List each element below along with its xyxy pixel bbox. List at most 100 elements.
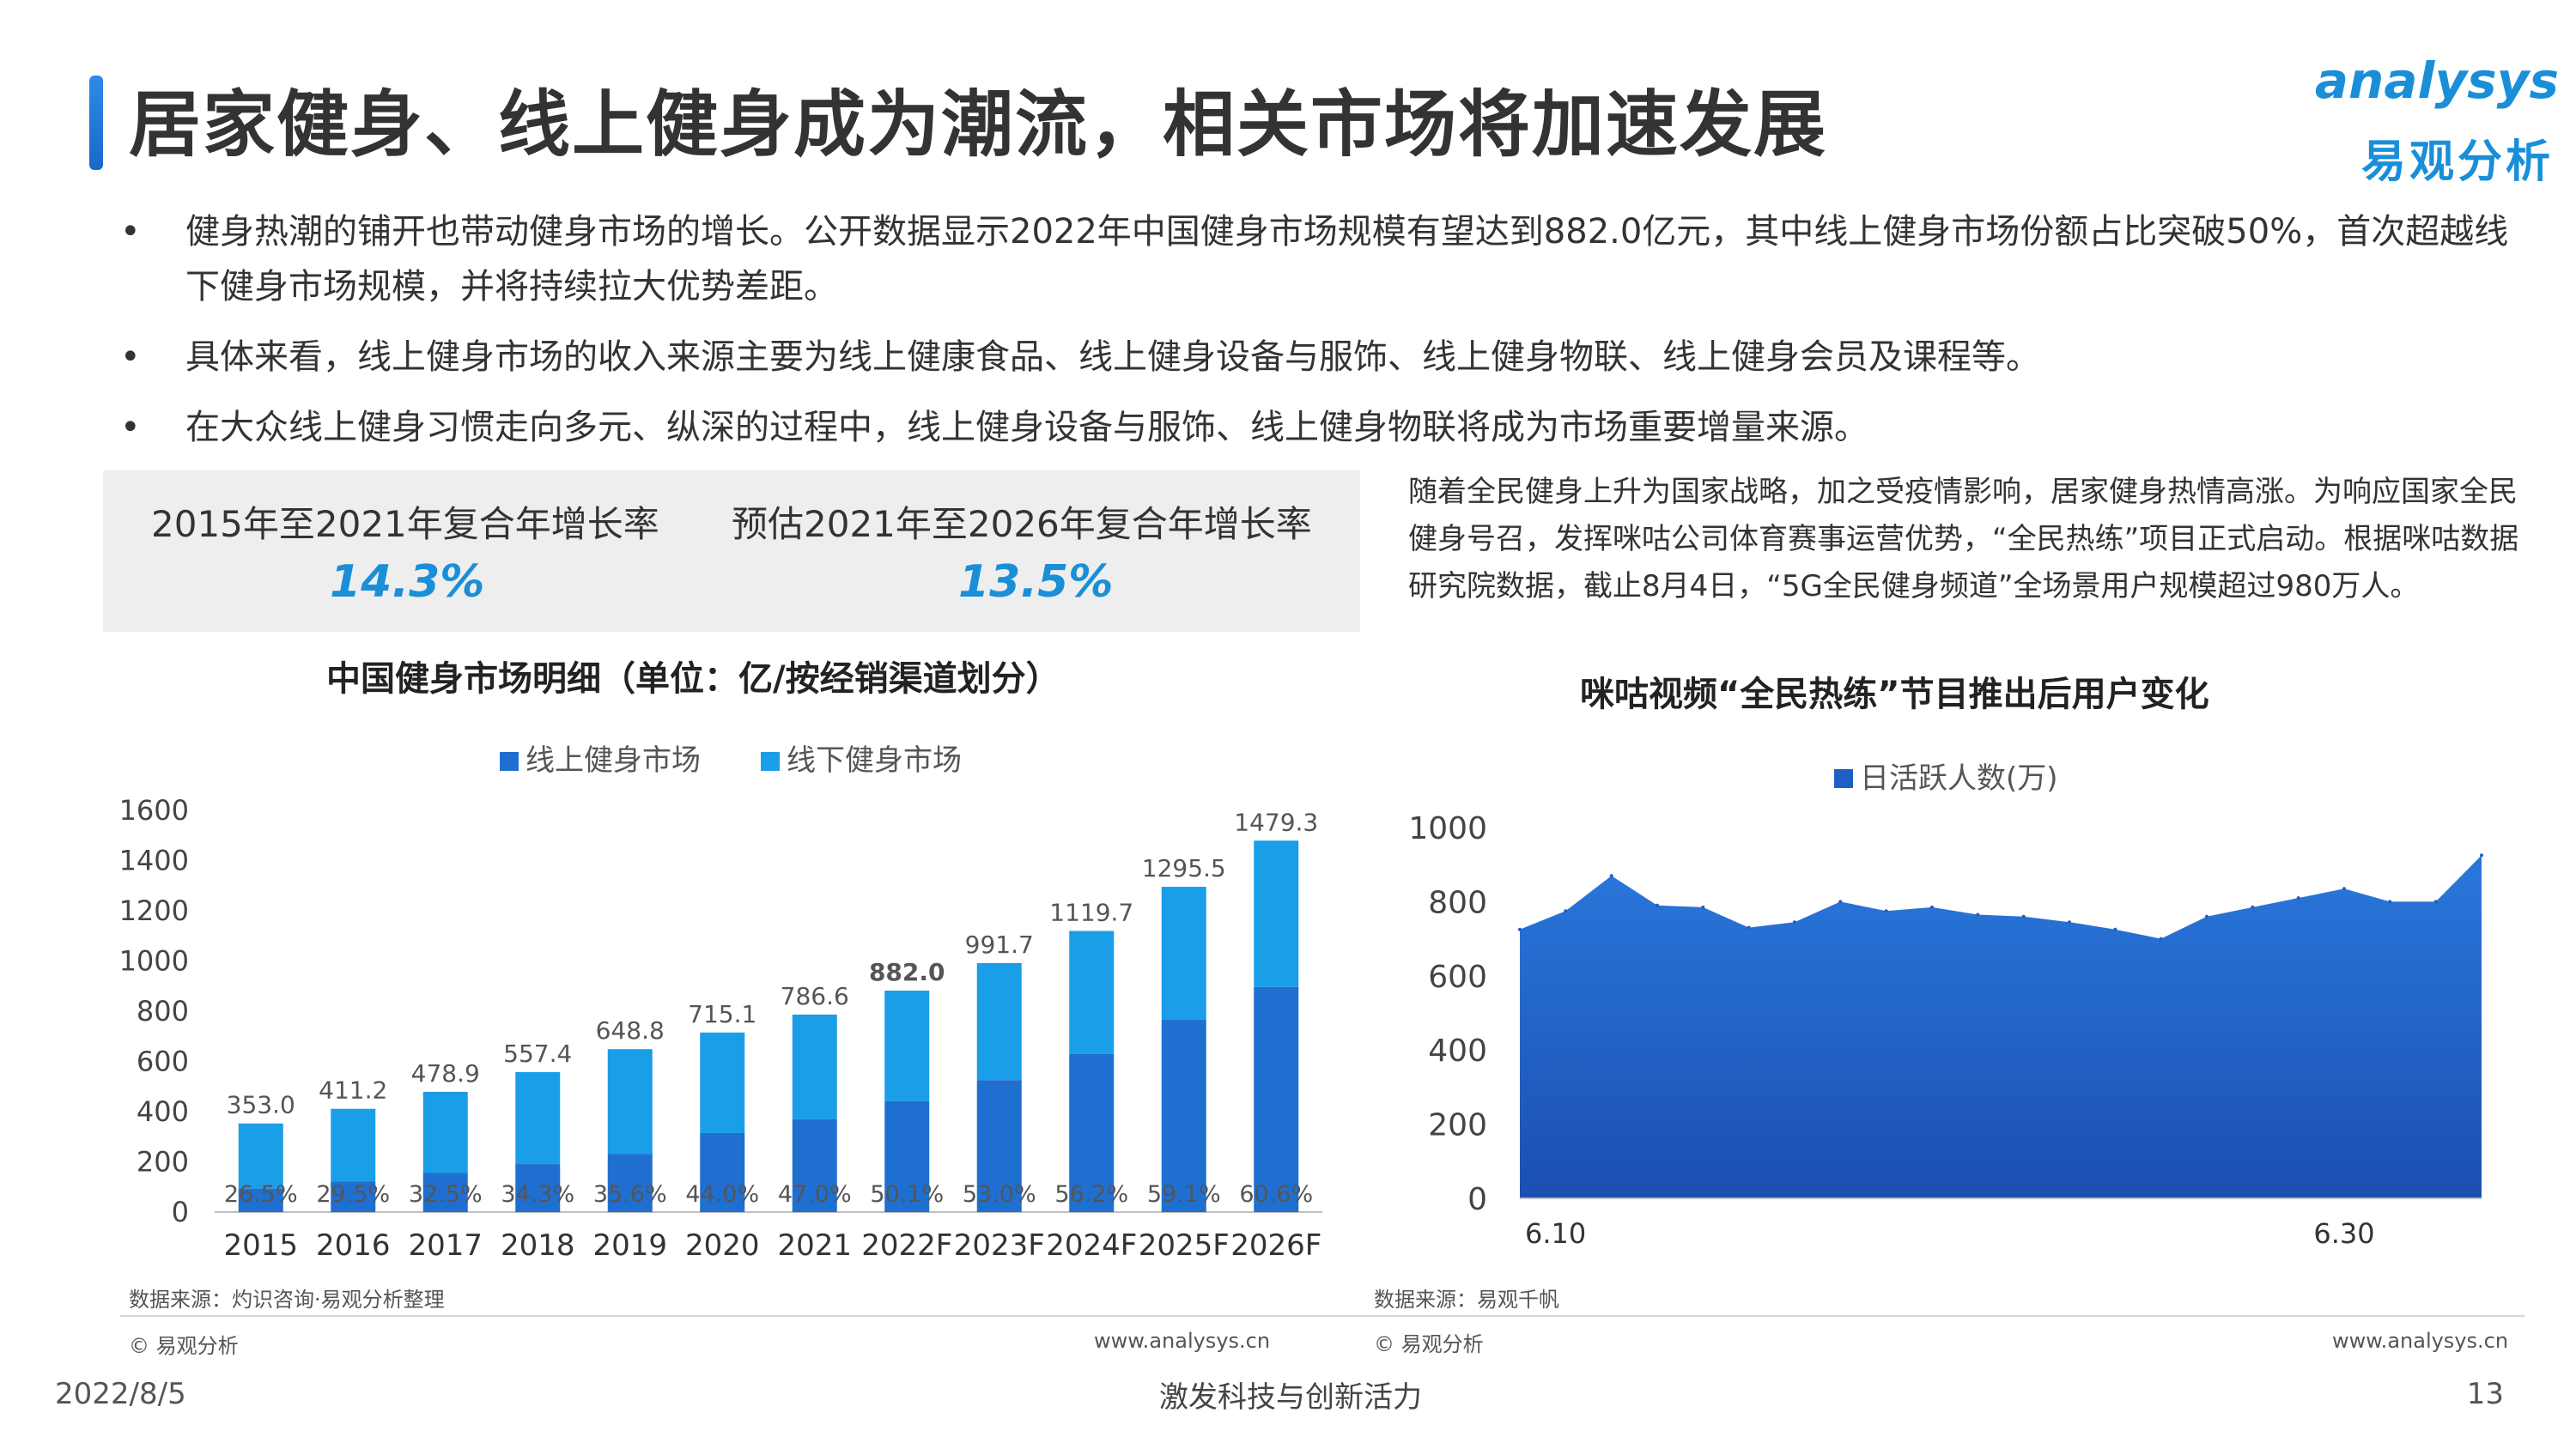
bar-offline <box>1254 840 1299 987</box>
area-point <box>1838 900 1843 904</box>
bar-total-label: 882.0 <box>869 958 945 986</box>
bar-share-label: 44.0% <box>685 1181 759 1208</box>
area-point <box>1609 874 1613 878</box>
bar-online <box>238 1188 283 1212</box>
left-copyright: © 易观分析 <box>129 1334 239 1358</box>
bar-total-label: 1479.3 <box>1234 808 1318 836</box>
bullet-list: 健身热潮的铺开也带动健身市场的增长。公开数据显示2022年中国健身市场规模有望达… <box>120 204 2524 470</box>
legend-label-online: 线上健身市场 <box>526 743 701 778</box>
right-copyright: © 易观分析 <box>1374 1332 1484 1356</box>
analysys-logo: analysys 易观分析 <box>2284 52 2559 189</box>
footer-date: 2022/8/5 <box>55 1377 186 1411</box>
left-divider <box>120 1315 1365 1317</box>
bar-total-label: 411.2 <box>319 1076 387 1105</box>
bullet-item-2: 具体来看，线上健身市场的收入来源主要为线上健康食品、线上健身设备与服饰、线上健身… <box>120 330 2524 385</box>
bar-chart-legend: 线上健身市场 线下健身市场 <box>500 743 962 778</box>
bar-offline <box>331 1108 376 1182</box>
stat-value-2: 13.5% <box>958 556 1114 608</box>
area-point <box>2068 920 2071 925</box>
area-point <box>2021 914 2026 919</box>
logo-text-en: analysys <box>2314 52 2559 110</box>
y-tick-label: 1000 <box>1408 811 1487 846</box>
area-chart-title: 咪咕视频“全民热练”节目推出后用户变化 <box>1580 675 2209 714</box>
bar-share-label: 59.1% <box>1147 1181 1221 1208</box>
stat-value-1: 14.3% <box>330 556 485 608</box>
right-url[interactable]: www.analysys.cn <box>2332 1329 2509 1353</box>
migu-note: 随着全民健身上升为国家战略，加之受疫情影响，居家健身热情高涨。为响应国家全民健身… <box>1408 475 2519 603</box>
footer-slogan: 激发科技与创新活力 <box>1159 1380 1422 1415</box>
right-divider <box>1365 1315 2524 1317</box>
x-tick-label: 2024F <box>1046 1228 1137 1263</box>
bar-online <box>976 1080 1022 1212</box>
bar-share-label: 26.5% <box>224 1181 298 1208</box>
area-point <box>1884 909 1888 913</box>
bar-total-label: 353.0 <box>227 1091 295 1119</box>
left-source-note: 数据来源：灼识咨询·易观分析整理 <box>129 1288 445 1312</box>
area-point <box>2433 900 2438 904</box>
bar-share-label: 60.6% <box>1239 1181 1313 1208</box>
stat-label-1: 2015年至2021年复合年增长率 <box>151 503 659 545</box>
y-tick-label: 800 <box>137 995 189 1028</box>
bar-share-label: 53.0% <box>963 1181 1036 1208</box>
x-tick-label: 2023F <box>954 1228 1045 1263</box>
bar-offline <box>976 962 1022 1081</box>
area-series-dau <box>1520 855 2482 1198</box>
area-point <box>2159 937 2163 941</box>
bar-chart-title: 中国健身市场明细（单位：亿/按经销渠道划分） <box>326 659 1060 699</box>
area-point <box>2388 900 2392 904</box>
bar-total-label: 478.9 <box>411 1059 480 1088</box>
legend-swatch-online <box>500 752 519 771</box>
stat-label-2: 预估2021年至2026年复合年增长率 <box>732 503 1312 545</box>
x-tick-label: 2020 <box>685 1228 760 1263</box>
x-tick-label: 2025F <box>1139 1228 1230 1263</box>
bar-total-label: 557.4 <box>503 1040 572 1068</box>
bar-online <box>515 1164 561 1212</box>
area-point <box>1518 927 1522 931</box>
area-point <box>2342 887 2346 891</box>
bar-online <box>1161 1020 1206 1212</box>
bar-online <box>700 1132 745 1212</box>
bar-share-label: 29.5% <box>316 1181 390 1208</box>
area-point <box>2296 896 2300 900</box>
bar-online <box>422 1173 468 1212</box>
bar-offline <box>422 1091 468 1173</box>
area-point <box>1656 903 1659 907</box>
y-tick-label: 200 <box>1428 1108 1487 1143</box>
bar-share-label: 50.1% <box>870 1181 944 1208</box>
y-tick-label: 600 <box>137 1046 189 1078</box>
bar-offline <box>238 1123 283 1189</box>
area-point <box>1701 905 1705 909</box>
bullet-item-3: 在大众线上健身习惯走向多元、纵深的过程中，线上健身设备与服饰、线上健身物联将成为… <box>120 400 2524 455</box>
bar-share-label: 34.3% <box>501 1181 574 1208</box>
y-tick-label: 1400 <box>119 845 189 877</box>
x-tick-label: 2022F <box>861 1228 952 1263</box>
bar-share-label: 35.6% <box>593 1181 667 1208</box>
y-tick-label: 1600 <box>119 794 189 827</box>
bar-offline <box>700 1032 745 1133</box>
page-number: 13 <box>2466 1377 2504 1411</box>
bar-total-label: 715.1 <box>688 1000 756 1028</box>
bar-share-label: 56.2% <box>1054 1181 1128 1208</box>
area-point <box>2205 914 2208 919</box>
x-tick-label: 2021 <box>777 1228 852 1263</box>
area-point <box>1976 912 1980 917</box>
y-tick-label: 800 <box>1428 885 1487 920</box>
bar-total-label: 1119.7 <box>1049 898 1133 926</box>
market-bar-chart: 线上健身市场 线下健身市场 0 200 400 600 800 1000 1200 1400 160… <box>119 743 1322 1263</box>
page-title: 居家健身、线上健身成为潮流，相关市场将加速发展 <box>129 82 1828 167</box>
growth-stats-box: 2015年至2021年复合年增长率 14.3% 预估2021年至2026年复合年… <box>103 470 1360 632</box>
bullet-item-1: 健身热潮的铺开也带动健身市场的增长。公开数据显示2022年中国健身市场规模有望达… <box>120 204 2524 314</box>
x-tick-label: 6.30 <box>2313 1217 2374 1250</box>
bar-online <box>1254 986 1299 1212</box>
left-url[interactable]: www.analysys.cn <box>1094 1329 1271 1353</box>
x-tick-label: 2018 <box>501 1228 575 1263</box>
legend-swatch-dau <box>1834 769 1853 788</box>
x-tick-label: 6.10 <box>1525 1217 1586 1250</box>
x-tick-label: 2017 <box>408 1228 483 1263</box>
bar-online <box>1069 1053 1115 1212</box>
x-tick-label: 2015 <box>223 1228 298 1263</box>
bar-online <box>331 1181 376 1212</box>
bar-total-label: 991.7 <box>965 931 1034 959</box>
x-tick-label: 2019 <box>592 1228 667 1263</box>
area-point <box>1564 909 1568 913</box>
